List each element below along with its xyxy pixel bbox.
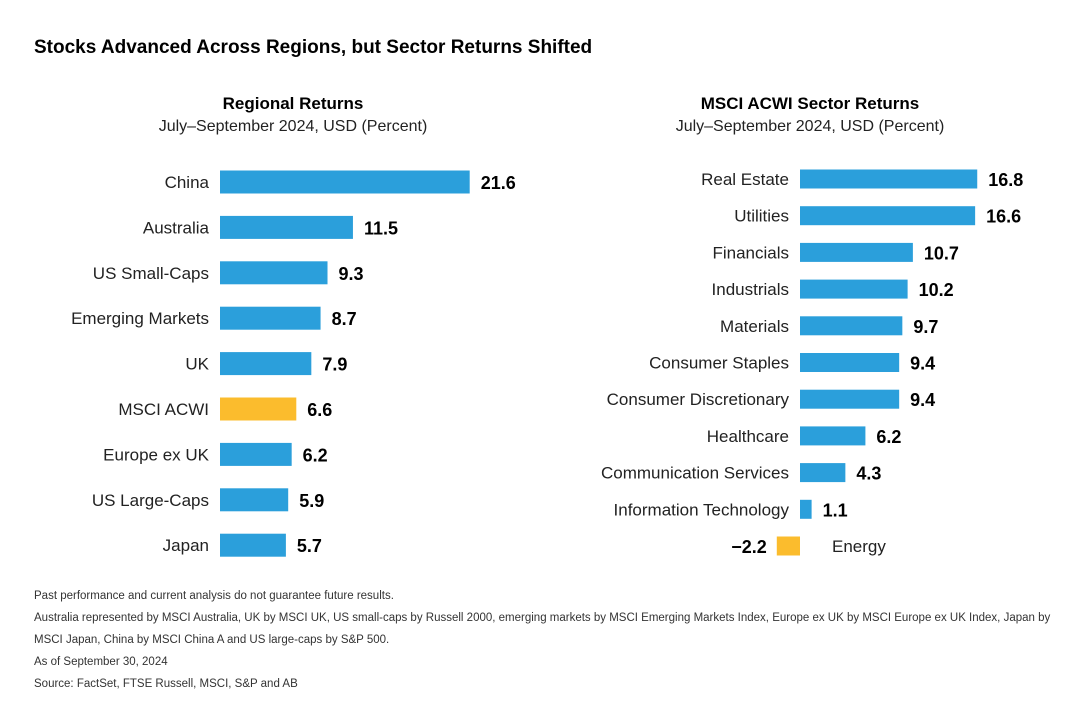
value-label-utilities: 16.6 (986, 207, 1021, 227)
category-label-financials: Financials (712, 243, 789, 262)
value-label-uk: 7.9 (322, 355, 347, 375)
value-label-china: 21.6 (481, 173, 516, 193)
bar-energy (776, 536, 800, 556)
as-of-note: As of September 30, 2024 (34, 656, 168, 668)
chart-subtitle: July–September 2024, USD (Percent) (158, 118, 428, 135)
bar-communication-services (800, 463, 846, 483)
value-label-industrials: 10.2 (919, 280, 954, 300)
bar-uk (220, 352, 312, 376)
value-label-communication-services: 4.3 (856, 464, 881, 484)
sector-returns-chart-header: MSCI ACWI Sector Returns July–September … (640, 92, 980, 138)
value-label-japan: 5.7 (297, 536, 322, 556)
bar-information-technology (800, 499, 812, 519)
disclaimer-note: Past performance and current analysis do… (34, 590, 394, 602)
representation-note-1: Australia represented by MSCI Australia,… (34, 612, 1051, 624)
bar-real-estate (800, 169, 978, 189)
category-label-japan: Japan (163, 536, 209, 555)
value-label-information-technology: 1.1 (823, 500, 848, 520)
category-label-australia: Australia (143, 218, 210, 237)
value-label-materials: 9.7 (913, 317, 938, 337)
bar-china (220, 170, 470, 194)
bar-utilities (800, 206, 976, 226)
category-label-energy: Energy (832, 537, 886, 556)
value-label-australia: 11.5 (364, 218, 398, 238)
value-label-real-estate: 16.8 (988, 170, 1023, 190)
bar-industrials (800, 279, 908, 299)
category-label-us-small-caps: US Small-Caps (93, 264, 209, 283)
category-label-real-estate: Real Estate (701, 170, 789, 189)
bar-consumer-staples (800, 353, 900, 372)
bar-financials (800, 242, 913, 262)
bar-australia (220, 215, 353, 239)
chart-title: MSCI ACWI Sector Returns (700, 94, 920, 113)
category-label-healthcare: Healthcare (707, 427, 789, 446)
value-label-consumer-staples: 9.4 (910, 354, 935, 374)
representation-note-2: MSCI Japan, China by MSCI China A and US… (34, 634, 390, 646)
bar-us-small-caps (220, 261, 328, 285)
category-label-consumer-staples: Consumer Staples (649, 354, 789, 373)
category-label-europe-ex-uk: Europe ex UK (103, 445, 209, 464)
chart-title: Regional Returns (222, 94, 364, 113)
bar-emerging-markets (220, 306, 321, 330)
category-label-utilities: Utilities (734, 207, 789, 226)
bar-japan (220, 533, 286, 557)
bar-msci-acwi (220, 397, 297, 421)
bar-consumer-discretionary (800, 389, 900, 409)
bar-materials (800, 316, 903, 336)
value-label-consumer-discretionary: 9.4 (910, 390, 935, 410)
bar-europe-ex-uk (220, 442, 292, 466)
value-label-us-large-caps: 5.9 (299, 491, 324, 511)
category-label-emerging-markets: Emerging Markets (71, 309, 209, 328)
value-label-emerging-markets: 8.7 (332, 309, 357, 329)
footnotes: Past performance and current analysis do… (34, 585, 1064, 695)
value-label-healthcare: 6.2 (876, 427, 901, 447)
value-label-financials: 10.7 (924, 243, 959, 263)
chart-subtitle: July–September 2024, USD (Percent) (675, 118, 945, 135)
value-label-us-small-caps: 9.3 (339, 264, 364, 284)
page-title: Stocks Advanced Across Regions, but Sect… (34, 37, 593, 58)
category-label-industrials: Industrials (712, 280, 789, 299)
category-label-consumer-discretionary: Consumer Discretionary (607, 390, 790, 409)
bar-us-large-caps (220, 488, 289, 512)
category-label-materials: Materials (720, 317, 789, 336)
value-label-europe-ex-uk: 6.2 (303, 445, 328, 465)
value-label-msci-acwi: 6.6 (307, 400, 332, 420)
value-label-energy: −2.2 (731, 537, 767, 557)
bar-healthcare (800, 426, 866, 446)
category-label-msci-acwi: MSCI ACWI (118, 400, 209, 419)
category-label-us-large-caps: US Large-Caps (92, 491, 209, 510)
regional-returns-chart-header: Regional Returns July–September 2024, US… (143, 92, 443, 138)
category-label-information-technology: Information Technology (614, 500, 790, 519)
category-label-communication-services: Communication Services (601, 464, 789, 483)
category-label-china: China (165, 173, 210, 192)
category-label-uk: UK (185, 355, 209, 374)
source-note: Source: FactSet, FTSE Russell, MSCI, S&P… (34, 678, 298, 690)
